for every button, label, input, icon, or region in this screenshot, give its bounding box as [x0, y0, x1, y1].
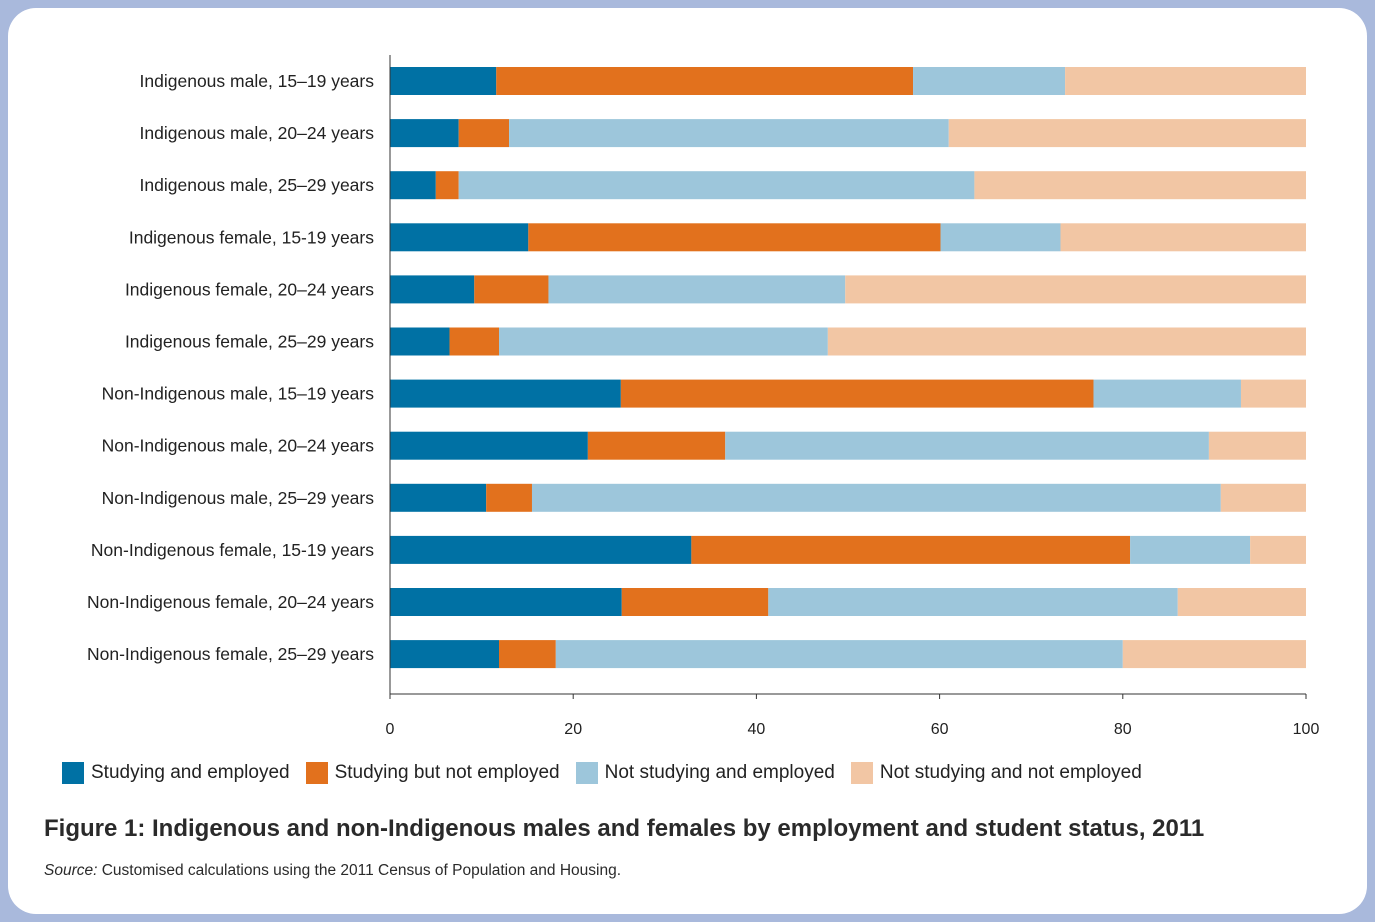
category-label: Non-Indigenous female, 25–29 years — [87, 644, 374, 664]
bar-segment — [827, 327, 1306, 356]
bar-segment — [1122, 640, 1306, 669]
bar-segment — [621, 588, 769, 616]
bar-segment — [940, 223, 1061, 252]
bar-segment — [390, 67, 497, 95]
category-label: Indigenous male, 25–29 years — [140, 175, 375, 195]
bar-segment — [531, 483, 1221, 512]
figure-caption: Figure 1: Indigenous and non-Indigenous … — [44, 815, 1205, 842]
legend-item-not-studying-not-employed: Not studying and not employed — [850, 762, 1142, 784]
legend: Studying and employed Studying but not e… — [62, 760, 1158, 786]
bar-segment — [1240, 379, 1306, 408]
bar-segment — [768, 588, 1178, 616]
bar-segment — [390, 171, 436, 200]
bar-segment — [1060, 223, 1306, 252]
bar-segment — [499, 327, 828, 356]
x-tick-label: 100 — [1293, 721, 1320, 738]
category-label: Non-Indigenous male, 15–19 years — [102, 384, 375, 404]
bar-segment — [555, 640, 1123, 669]
bar-segment — [435, 171, 459, 200]
x-tick-label: 40 — [748, 721, 766, 738]
category-label: Non-Indigenous female, 20–24 years — [87, 592, 374, 612]
bar-segment — [1220, 483, 1306, 512]
legend-label: Not studying and not employed — [879, 762, 1142, 783]
category-label: Indigenous male, 20–24 years — [140, 123, 375, 143]
legend-swatch — [62, 762, 84, 784]
bar-segment — [948, 119, 1306, 148]
bars-group — [390, 67, 1306, 669]
source-label: Source: — [44, 862, 98, 879]
bar-segment — [1177, 588, 1306, 616]
bar-segment — [845, 275, 1306, 304]
bar-segment — [449, 327, 500, 356]
legend-label: Studying and employed — [91, 762, 290, 783]
bar-segment — [528, 223, 941, 252]
bar-segment — [390, 119, 459, 148]
category-label: Non-Indigenous female, 15-19 years — [91, 540, 374, 560]
bar-segment — [1093, 379, 1241, 408]
x-tick-label: 80 — [1114, 721, 1132, 738]
source-text: Customised calculations using the 2011 C… — [97, 862, 622, 879]
bar-segment — [390, 223, 529, 252]
category-label: Non-Indigenous male, 25–29 years — [102, 488, 375, 508]
bar-segment — [1250, 535, 1306, 564]
bar-segment — [496, 67, 914, 95]
bar-segment — [1065, 67, 1306, 95]
category-label: Indigenous female, 20–24 years — [125, 279, 374, 299]
bar-segment — [620, 379, 1094, 408]
figure-panel — [8, 8, 1367, 914]
legend-swatch — [575, 762, 598, 784]
bar-segment — [390, 379, 621, 408]
bar-segment — [458, 119, 510, 148]
bar-segment — [725, 431, 1209, 460]
bar-segment — [974, 171, 1306, 200]
bar-segment — [913, 67, 1066, 95]
figure-source: Source: Customised calculations using th… — [44, 862, 621, 880]
bar-segment — [390, 431, 588, 460]
legend-label: Studying but not employed — [334, 762, 560, 783]
x-tick-label: 60 — [931, 721, 949, 738]
bar-segment — [474, 275, 549, 304]
category-labels: Indigenous male, 15–19 years Indigenous m… — [87, 71, 374, 664]
bar-segment — [548, 275, 846, 304]
category-label: Indigenous male, 15–19 years — [140, 71, 375, 91]
legend-swatch — [850, 762, 873, 784]
stacked-bar-chart: Indigenous male, 15–19 years Indigenous m… — [87, 55, 1320, 738]
x-tick-label: 0 — [386, 721, 395, 738]
bar-segment — [587, 431, 726, 460]
x-axis-ticks: 0 20 40 60 80 100 — [386, 694, 1320, 738]
x-tick-label: 20 — [564, 721, 582, 738]
legend-swatch — [305, 762, 328, 784]
bar-segment — [390, 535, 692, 564]
bar-segment — [1208, 431, 1306, 460]
bar-segment — [390, 588, 622, 616]
legend-label: Not studying and employed — [604, 762, 835, 783]
bar-segment — [458, 171, 975, 200]
bar-segment — [390, 483, 487, 512]
bar-segment — [390, 640, 500, 669]
bar-segment — [486, 483, 532, 512]
legend-item-not-studying-employed: Not studying and employed — [575, 762, 835, 784]
category-label: Indigenous female, 15-19 years — [129, 227, 374, 247]
legend-item-studying-employed: Studying and employed — [62, 762, 290, 784]
category-label: Indigenous female, 25–29 years — [125, 332, 374, 352]
bar-segment — [499, 640, 556, 669]
bar-segment — [691, 535, 1131, 564]
bar-segment — [509, 119, 949, 148]
legend-item-studying-not-employed: Studying but not employed — [305, 762, 560, 784]
category-label: Non-Indigenous male, 20–24 years — [102, 436, 375, 456]
bar-segment — [1130, 535, 1251, 564]
bar-segment — [390, 275, 475, 304]
bar-segment — [390, 327, 450, 356]
